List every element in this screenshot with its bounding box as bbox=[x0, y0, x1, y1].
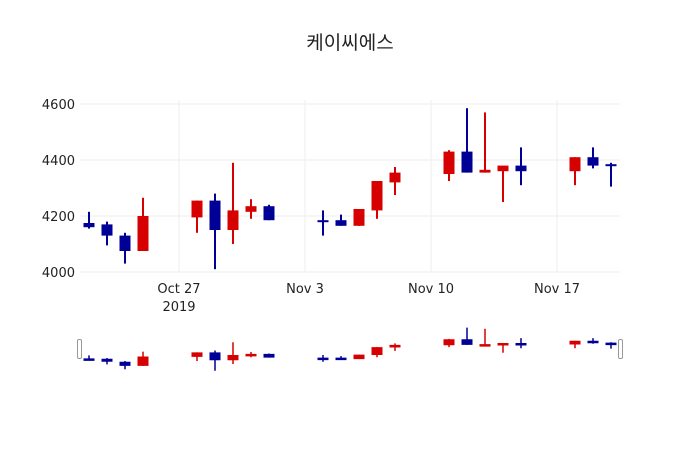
chart-title: 케이씨에스 bbox=[306, 32, 394, 54]
slider-candle bbox=[263, 353, 275, 358]
x-tick-sublabel: 2019 bbox=[162, 300, 195, 315]
y-tick-label: 4400 bbox=[42, 154, 75, 169]
x-axis: Oct 27 2019 Nov 3 Nov 10 Nov 17 bbox=[157, 282, 580, 315]
candle[interactable] bbox=[443, 150, 455, 181]
slider-candle bbox=[389, 343, 401, 351]
candle[interactable] bbox=[479, 112, 491, 173]
slider-candle bbox=[497, 343, 509, 353]
slider-candle bbox=[191, 352, 203, 361]
candle[interactable] bbox=[461, 108, 473, 173]
slider-candle bbox=[317, 355, 329, 362]
y-axis: 4000 4200 4400 4600 bbox=[42, 98, 75, 281]
slider-candle bbox=[137, 351, 149, 366]
slider-candle bbox=[101, 358, 113, 365]
range-slider-right-handle[interactable] bbox=[618, 339, 623, 359]
candle[interactable] bbox=[497, 165, 509, 202]
x-tick-label: Nov 10 bbox=[408, 282, 454, 297]
slider-candle bbox=[83, 355, 95, 361]
candle[interactable] bbox=[83, 211, 95, 229]
range-slider[interactable] bbox=[77, 327, 623, 371]
slider-candle bbox=[443, 338, 455, 348]
candle[interactable] bbox=[101, 221, 113, 246]
candle[interactable] bbox=[335, 214, 347, 226]
candle[interactable] bbox=[389, 167, 401, 195]
candle[interactable] bbox=[569, 157, 581, 186]
x-tick-label: Nov 17 bbox=[534, 282, 580, 297]
candles[interactable] bbox=[83, 108, 617, 270]
x-tick-label: Nov 3 bbox=[286, 282, 324, 297]
slider-candle bbox=[371, 347, 383, 358]
slider-candle bbox=[227, 342, 239, 364]
slider-candle bbox=[587, 338, 599, 344]
candle[interactable] bbox=[353, 209, 365, 226]
candle[interactable] bbox=[191, 200, 203, 233]
slider-candle bbox=[335, 356, 347, 361]
slider-candle bbox=[605, 342, 617, 349]
y-tick-label: 4600 bbox=[42, 98, 75, 113]
slider-candle bbox=[479, 328, 491, 347]
slider-candle bbox=[209, 350, 221, 371]
grid-lines bbox=[80, 100, 620, 273]
slider-candle bbox=[245, 352, 257, 358]
candle[interactable] bbox=[209, 193, 221, 270]
y-tick-label: 4200 bbox=[42, 210, 75, 225]
candle[interactable] bbox=[515, 147, 527, 186]
candle[interactable] bbox=[605, 162, 617, 187]
slider-candle bbox=[119, 361, 131, 370]
candle[interactable] bbox=[245, 199, 257, 219]
candle[interactable] bbox=[227, 162, 239, 244]
y-tick-label: 4000 bbox=[42, 266, 75, 281]
candle[interactable] bbox=[371, 181, 383, 219]
slider-candle bbox=[515, 338, 527, 349]
candle[interactable] bbox=[263, 204, 275, 221]
range-slider-left-handle[interactable] bbox=[77, 339, 82, 359]
candle[interactable] bbox=[317, 210, 329, 236]
candle[interactable] bbox=[137, 197, 149, 251]
x-tick-label: Oct 27 bbox=[157, 282, 200, 297]
slider-candle bbox=[353, 354, 365, 360]
candle[interactable] bbox=[119, 232, 131, 264]
slider-candle bbox=[569, 340, 581, 349]
slider-candle bbox=[461, 327, 473, 345]
candle[interactable] bbox=[587, 147, 599, 169]
